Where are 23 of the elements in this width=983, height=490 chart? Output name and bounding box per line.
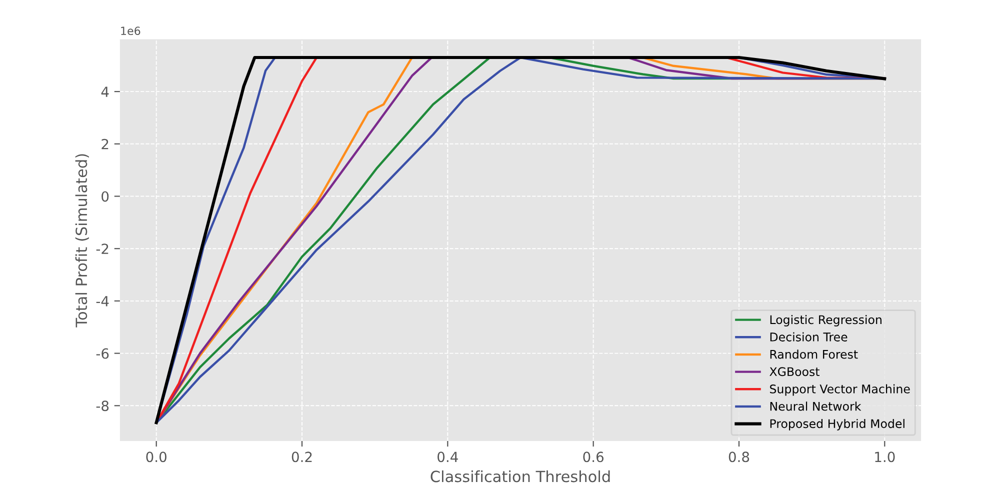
legend-label: Logistic Regression (770, 314, 882, 326)
legend-label: Proposed Hybrid Model (770, 418, 904, 430)
y-tick-label: -6 (96, 348, 109, 359)
x-tick-label: 0.6 (583, 452, 604, 462)
y-tick-label: -4 (96, 296, 109, 306)
x-tick-label: 0.8 (728, 452, 750, 462)
y-axis-title: Total Profit (Simulated) (75, 154, 89, 328)
x-tick-label: 0.0 (146, 452, 166, 462)
x-tick-label: 0.2 (292, 452, 312, 462)
y-tick-label: 0 (102, 191, 109, 202)
x-tick-label: 1.0 (875, 452, 895, 462)
y-tick-label: -2 (96, 244, 108, 254)
text: 1e6 (121, 26, 140, 36)
y-tick-label: 4 (101, 86, 109, 97)
x-tick-label: 0.4 (438, 452, 458, 462)
legend-label: Decision Tree (770, 332, 848, 342)
y-tick-label: -8 (96, 400, 109, 412)
legend-label: Support Vector Machine (770, 384, 910, 396)
x-axis-title: Classification Threshold (430, 470, 610, 482)
y-tick-label: 2 (102, 138, 108, 150)
legend-label: XGBoost (770, 367, 820, 376)
legend-label: Random Forest (770, 350, 858, 359)
legend-label: Neural Network (770, 402, 862, 411)
